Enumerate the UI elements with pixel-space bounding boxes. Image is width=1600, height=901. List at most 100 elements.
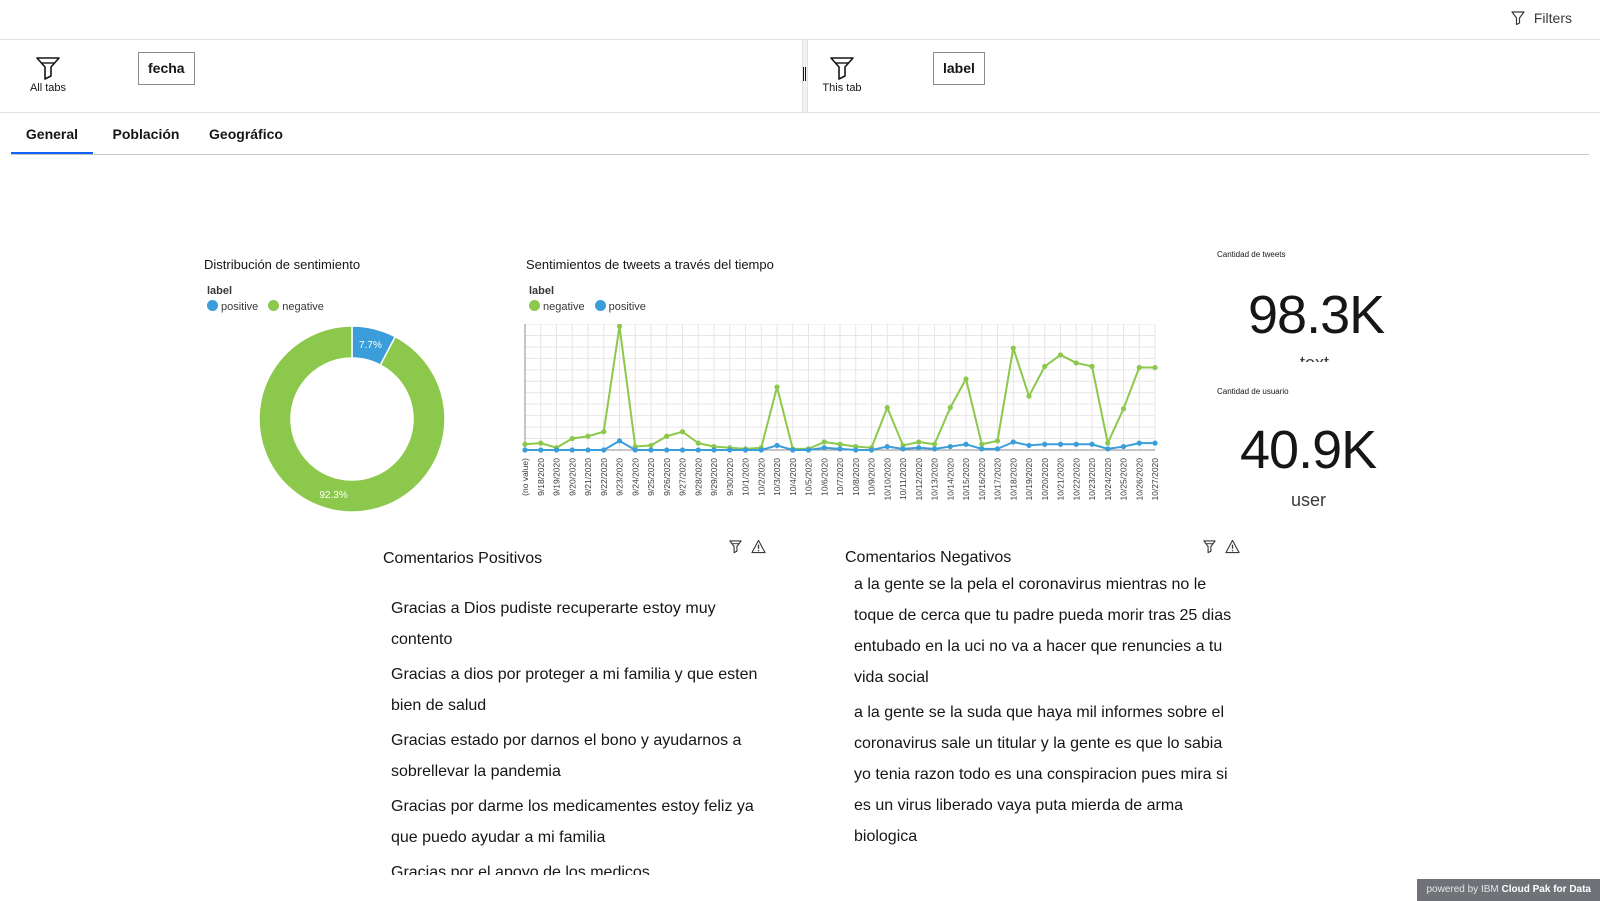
data-point-positive[interactable] (632, 447, 638, 453)
data-point-negative[interactable] (679, 429, 686, 435)
data-point-positive[interactable] (742, 447, 749, 453)
data-point-negative[interactable] (522, 441, 528, 447)
data-point-negative[interactable] (1026, 393, 1032, 399)
drag-handle-icon[interactable] (803, 67, 806, 81)
legend-item-positive[interactable]: positive (594, 300, 646, 313)
data-point-negative[interactable] (601, 429, 607, 435)
x-tick-label: (no value) (520, 458, 530, 496)
all-tabs-scope[interactable]: All tabs (18, 56, 78, 94)
data-point-positive[interactable] (900, 446, 906, 452)
x-tick-label: 10/18/2020 (1008, 458, 1018, 501)
data-point-positive[interactable] (853, 447, 859, 453)
data-point-positive[interactable] (774, 442, 780, 449)
data-point-negative[interactable] (585, 433, 591, 439)
data-point-positive[interactable] (931, 446, 938, 452)
data-point-positive[interactable] (1089, 441, 1095, 447)
warning-icon[interactable] (751, 539, 766, 554)
data-point-negative[interactable] (774, 384, 780, 390)
data-point-positive[interactable] (553, 447, 560, 453)
legend-item-negative[interactable]: negative (529, 300, 585, 313)
data-point-negative[interactable] (1010, 345, 1016, 351)
data-point-positive[interactable] (727, 447, 733, 453)
data-point-positive[interactable] (1042, 441, 1048, 447)
data-point-negative[interactable] (1136, 364, 1142, 371)
filters-button[interactable]: Filters (1510, 10, 1572, 26)
negative-widget-icons (1202, 539, 1240, 554)
data-point-positive[interactable] (1105, 446, 1111, 452)
legend-item-positive[interactable]: positive (207, 300, 258, 313)
data-point-positive[interactable] (837, 446, 843, 452)
data-point-negative[interactable] (947, 405, 953, 411)
data-point-positive[interactable] (1120, 443, 1127, 450)
data-point-positive[interactable] (538, 447, 544, 453)
data-point-positive[interactable] (1152, 440, 1158, 446)
ibm-text: IBM (1480, 884, 1499, 895)
data-point-negative[interactable] (931, 441, 938, 447)
data-point-positive[interactable] (1136, 440, 1142, 446)
data-point-negative[interactable] (664, 433, 670, 439)
data-point-negative[interactable] (1105, 440, 1111, 446)
data-point-positive[interactable] (805, 447, 812, 453)
data-point-positive[interactable] (648, 447, 654, 453)
data-point-positive[interactable] (1026, 442, 1032, 449)
filter-icon[interactable] (1202, 539, 1217, 554)
filter-icon[interactable] (728, 539, 743, 554)
line-chart[interactable]: (no value) 9/18/2020 9/19/2020 9/20/2020 9/2… (520, 324, 1170, 514)
data-point-positive[interactable] (1057, 441, 1064, 447)
data-point-positive[interactable] (821, 445, 827, 451)
data-point-negative[interactable] (821, 439, 827, 445)
tab-poblacion[interactable]: Población (112, 126, 180, 142)
donut-slice-negative[interactable] (258, 325, 446, 513)
data-point-positive[interactable] (522, 447, 528, 453)
data-point-positive[interactable] (790, 447, 796, 453)
data-point-positive[interactable] (963, 441, 969, 447)
data-point-negative[interactable] (1120, 406, 1127, 412)
data-point-negative[interactable] (916, 439, 922, 445)
data-point-negative[interactable] (538, 440, 544, 446)
x-tick-label: 10/21/2020 (1056, 458, 1066, 501)
data-point-negative[interactable] (1073, 360, 1079, 366)
data-point-negative[interactable] (979, 441, 985, 447)
data-point-positive[interactable] (979, 446, 985, 452)
data-point-positive[interactable] (1073, 441, 1079, 447)
data-point-negative[interactable] (1152, 364, 1158, 371)
data-point-positive[interactable] (868, 447, 875, 453)
data-point-negative[interactable] (994, 438, 1001, 444)
data-point-negative[interactable] (695, 440, 701, 446)
legend-item-negative[interactable]: negative (268, 300, 324, 313)
tab-geografico[interactable]: Geográfico (209, 126, 283, 142)
donut-title: Distribución de sentimiento (204, 257, 361, 272)
filter-chip-label[interactable]: label (933, 52, 985, 85)
this-tab-scope[interactable]: This tab (812, 56, 872, 94)
data-point-positive[interactable] (679, 447, 686, 453)
data-point-negative[interactable] (616, 324, 623, 329)
data-point-positive[interactable] (1010, 439, 1016, 445)
data-point-positive[interactable] (585, 447, 591, 453)
x-tick-label: 10/20/2020 (1040, 458, 1050, 501)
data-point-negative[interactable] (837, 441, 843, 447)
warning-icon[interactable] (1225, 539, 1240, 554)
data-point-positive[interactable] (664, 447, 670, 453)
data-point-positive[interactable] (884, 443, 890, 450)
data-point-negative[interactable] (884, 405, 890, 411)
data-point-positive[interactable] (758, 447, 764, 453)
data-point-negative[interactable] (1089, 363, 1095, 369)
filter-chip-fecha[interactable]: fecha (138, 52, 195, 85)
data-point-positive[interactable] (916, 445, 922, 451)
data-point-negative[interactable] (648, 442, 654, 449)
data-point-positive[interactable] (994, 446, 1001, 452)
data-point-negative[interactable] (963, 376, 969, 382)
data-point-positive[interactable] (569, 447, 575, 453)
data-point-positive[interactable] (601, 447, 607, 453)
data-point-positive[interactable] (947, 443, 953, 450)
data-point-negative[interactable] (569, 435, 575, 442)
tab-general[interactable]: General (11, 113, 93, 154)
data-point-positive[interactable] (616, 438, 623, 444)
donut-slice-label: 92.3% (319, 490, 347, 501)
data-point-positive[interactable] (711, 447, 717, 453)
data-point-positive[interactable] (695, 447, 701, 453)
x-tick-label: 10/26/2020 (1134, 458, 1144, 501)
data-point-negative[interactable] (1057, 352, 1064, 358)
data-point-negative[interactable] (1042, 363, 1048, 369)
donut-chart[interactable]: 7.7% 92.3% (255, 322, 449, 516)
